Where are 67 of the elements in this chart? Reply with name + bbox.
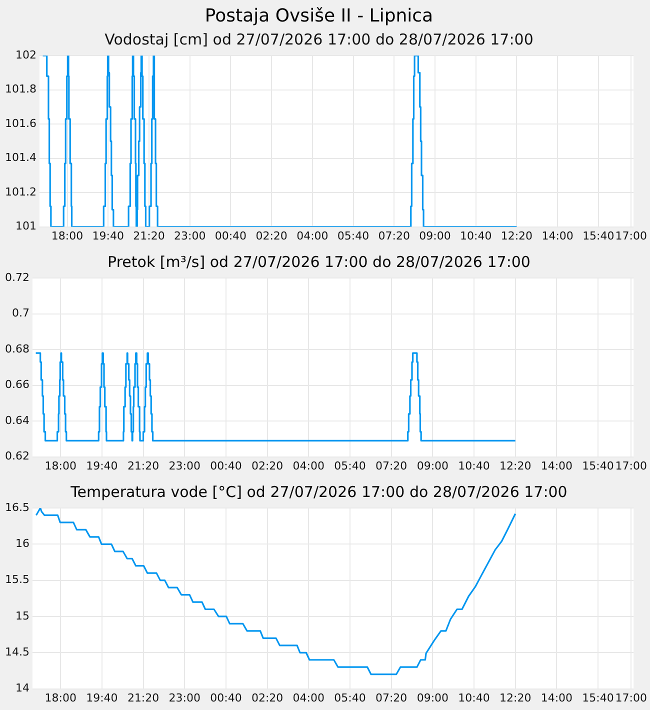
x-tick-label: 04:00 <box>292 691 324 704</box>
x-tick-label: 17:00 <box>615 459 647 472</box>
x-tick-label: 09:00 <box>419 229 451 242</box>
y-tick-label: 0.62 <box>4 450 30 463</box>
y-tick-label: 101.8 <box>4 82 36 96</box>
x-tick-label: 14:00 <box>542 229 574 242</box>
x-tick-label: 04:00 <box>296 229 328 242</box>
y-tick-label: 15 <box>15 609 30 622</box>
y-tick-label: 0.68 <box>4 342 30 356</box>
x-tick-label: 15:40 <box>582 459 614 472</box>
y-tick-label: 15.5 <box>4 573 30 586</box>
x-tick-label: 09:00 <box>416 691 449 704</box>
x-tick-label: 19:40 <box>86 459 118 472</box>
x-tick-label: 19:40 <box>86 691 118 704</box>
x-tick-label: 07:20 <box>378 229 410 242</box>
x-tick-label: 05:40 <box>334 459 366 472</box>
x-tick-label: 10:40 <box>458 691 490 704</box>
chart-title: Pretok [m³/s] od 27/07/2026 17:00 do 28/07/2026 17:00 <box>108 252 530 271</box>
x-tick-label: 23:00 <box>174 229 206 242</box>
x-tick-label: 09:00 <box>416 459 449 472</box>
y-tick-label: 101.6 <box>4 116 36 130</box>
x-tick-label: 04:00 <box>292 459 324 472</box>
x-tick-label: 12:20 <box>499 691 532 704</box>
y-tick-label: 14.5 <box>4 646 30 658</box>
x-tick-label: 18:00 <box>51 229 84 242</box>
x-tick-label: 18:00 <box>44 691 76 704</box>
x-tick-label: 00:40 <box>210 459 242 472</box>
y-tick-label: 0.72 <box>4 270 30 284</box>
y-tick-label: 101 <box>15 220 36 233</box>
x-tick-label: 07:20 <box>375 459 408 472</box>
y-tick-label: 101.2 <box>4 185 36 198</box>
y-tick-label: 102 <box>15 48 36 62</box>
x-tick-label: 12:20 <box>500 229 533 242</box>
x-tick-label: 10:40 <box>460 229 492 242</box>
x-tick-label: 19:40 <box>92 229 124 242</box>
x-tick-label: 02:20 <box>256 229 288 242</box>
x-tick-label: 21:20 <box>133 229 165 242</box>
y-tick-label: 0.64 <box>4 414 30 427</box>
x-tick-label: 12:20 <box>499 459 532 472</box>
x-tick-label: 05:40 <box>337 229 370 242</box>
x-tick-label: 14:00 <box>540 691 573 704</box>
x-tick-label: 17:00 <box>615 691 647 704</box>
x-tick-label: 14:00 <box>540 459 573 472</box>
chart-title: Postaja Ovsiše II - Lipnica <box>204 5 434 26</box>
x-tick-label: 21:20 <box>127 459 160 472</box>
x-tick-label: 18:00 <box>44 459 76 472</box>
y-tick-label: 16.5 <box>4 500 30 514</box>
x-tick-label: 21:20 <box>127 691 160 704</box>
x-tick-label: 02:20 <box>251 691 284 704</box>
chart-subtitle: Vodostaj [cm] od 27/07/2026 17:00 do 28/07/2026 17:00 <box>104 30 534 48</box>
x-tick-label: 07:20 <box>375 691 408 704</box>
x-tick-label: 10:40 <box>458 459 490 472</box>
chart-title: Temperatura vode [°C] od 27/07/2026 17:00 do 28/07/2026 17:00 <box>70 482 568 501</box>
x-tick-label: 23:00 <box>168 691 200 704</box>
y-tick-label: 16 <box>15 537 30 550</box>
x-tick-label: 00:40 <box>214 229 247 242</box>
x-tick-label: 15:40 <box>582 691 614 704</box>
x-tick-label: 23:00 <box>168 459 200 472</box>
x-tick-label: 00:40 <box>210 691 242 704</box>
y-tick-label: 0.7 <box>12 306 30 320</box>
x-tick-label: 15:40 <box>582 229 614 242</box>
y-tick-label: 14 <box>15 682 30 695</box>
x-tick-label: 17:00 <box>615 229 647 242</box>
x-tick-label: 05:40 <box>334 691 366 704</box>
y-tick-label: 0.66 <box>4 378 30 392</box>
y-tick-label: 101.4 <box>4 151 36 164</box>
x-tick-label: 02:20 <box>251 459 284 472</box>
